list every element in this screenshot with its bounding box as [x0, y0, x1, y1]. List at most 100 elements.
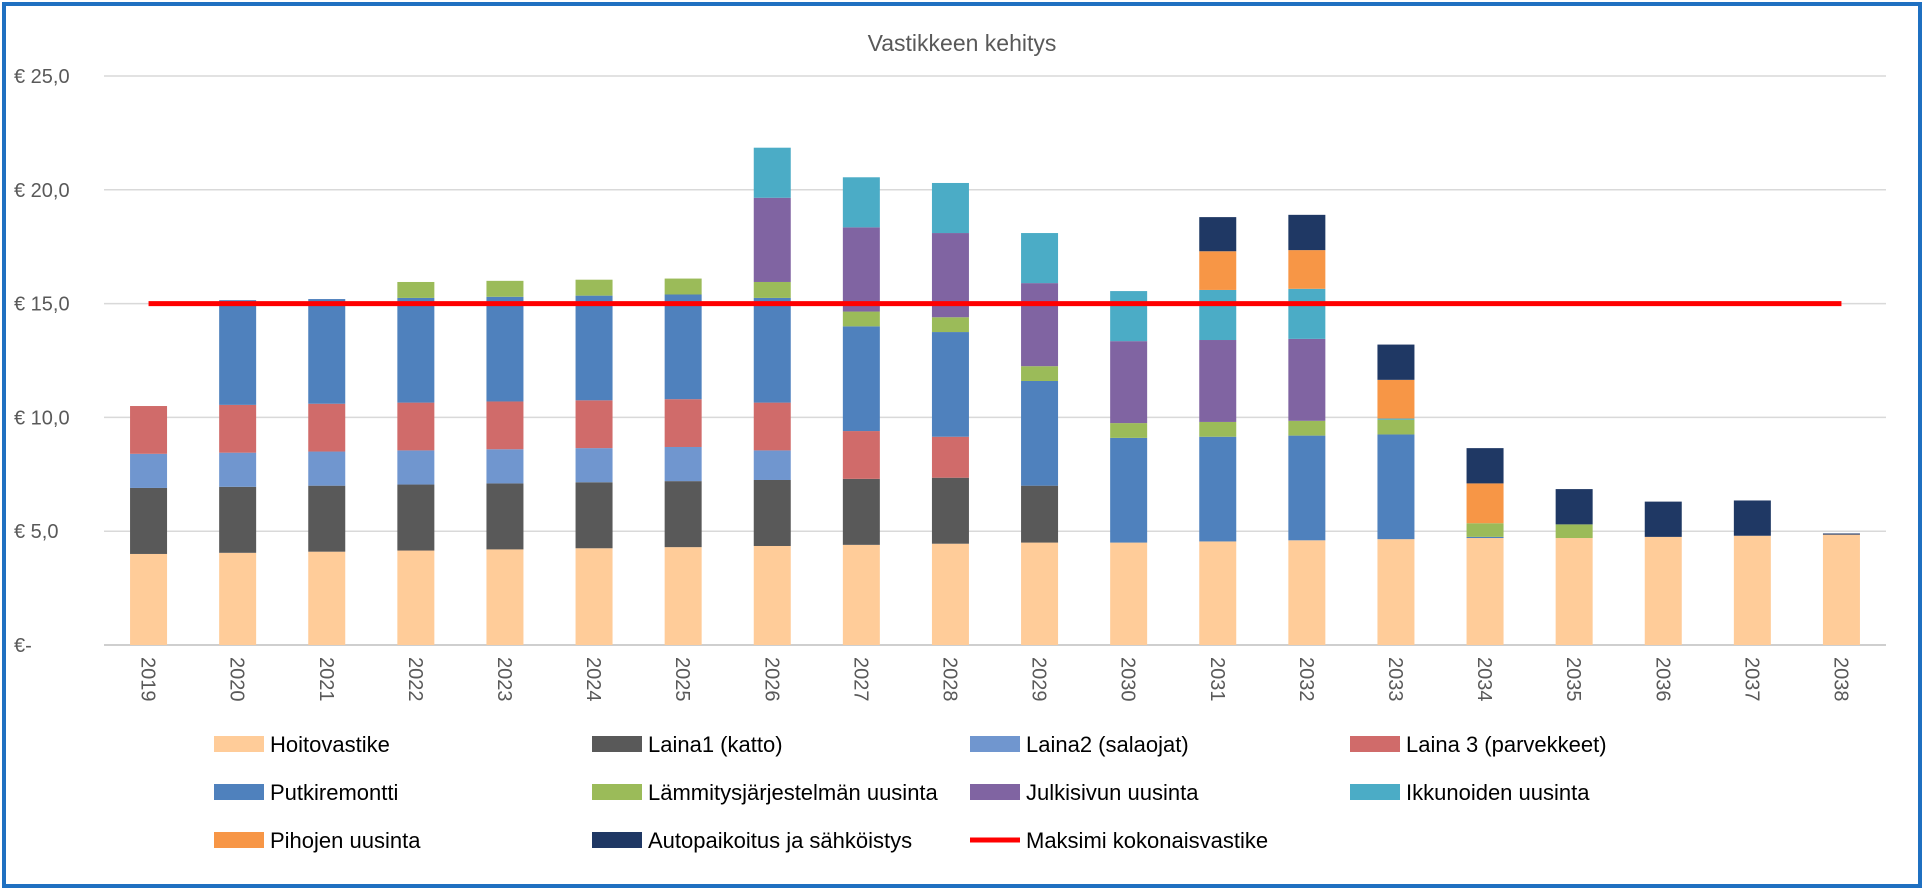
bar-segment — [664, 399, 702, 447]
bar-segment — [1021, 366, 1059, 381]
bar-segment — [219, 486, 257, 553]
legend-swatch — [592, 736, 642, 752]
legend-swatch — [1350, 736, 1400, 752]
y-tick-label: € 15,0 — [14, 294, 70, 316]
legend-label: Laina 3 (parvekkeet) — [1406, 732, 1607, 757]
bar-segment — [575, 448, 613, 483]
bar-segment — [931, 332, 969, 437]
x-tick-label: 2023 — [493, 657, 515, 702]
bar-segment — [1288, 540, 1326, 645]
bar-segment — [842, 478, 880, 545]
y-axis-ticks: €- € 5,0 € 10,0 € 15,0 € 20,0 € 25,0 — [14, 66, 70, 657]
bar-segment — [1555, 524, 1593, 539]
bar-segment — [130, 406, 168, 454]
bar-segment — [397, 281, 435, 298]
bar-segment — [486, 483, 524, 550]
x-tick-label: 2031 — [1206, 657, 1228, 702]
bar-segment — [397, 484, 435, 551]
bar-segment — [1466, 523, 1504, 537]
bar-segment — [575, 295, 613, 401]
bar-segment — [486, 296, 524, 402]
bar-segment — [1555, 538, 1593, 645]
bar-segment — [842, 326, 880, 432]
legend-label: Autopaikoitus ja sähköistys — [648, 828, 912, 853]
bar-segment — [1377, 379, 1415, 419]
bar-segment — [931, 543, 969, 645]
bar-segment — [1110, 437, 1148, 543]
bar-segment — [486, 401, 524, 450]
x-tick-label: 2020 — [226, 657, 248, 702]
bar-segment — [1288, 420, 1326, 436]
bar-segment — [219, 404, 257, 453]
bar-segment — [753, 545, 791, 645]
bar-segment — [575, 400, 613, 449]
x-tick-label: 2029 — [1028, 657, 1050, 702]
y-tick-label: €- — [14, 635, 32, 657]
bar-segment — [1199, 541, 1237, 645]
bars — [130, 147, 1860, 645]
bar-segment — [1110, 291, 1148, 342]
bar-segment — [1021, 283, 1059, 367]
bar-segment — [664, 481, 702, 548]
bar-segment — [1377, 539, 1415, 645]
legend-label: Pihojen uusinta — [270, 828, 421, 853]
bar-segment — [1199, 436, 1237, 542]
bar-segment — [1199, 289, 1237, 341]
bar-segment — [1377, 419, 1415, 435]
bar-segment — [1733, 500, 1771, 536]
bar-segment — [842, 311, 880, 327]
legend-swatch — [214, 784, 264, 800]
y-tick-label: € 25,0 — [14, 66, 70, 88]
bar-segment — [842, 431, 880, 479]
bar-segment — [1021, 542, 1059, 645]
bar-segment — [1199, 340, 1237, 422]
bar-segment — [931, 317, 969, 333]
legend-label: Ikkunoiden uusinta — [1406, 780, 1590, 805]
bar-segment — [1110, 423, 1148, 438]
bar-segment — [664, 278, 702, 295]
bar-segment — [219, 552, 257, 645]
x-tick-label: 2028 — [938, 657, 960, 702]
x-tick-label: 2021 — [315, 657, 337, 702]
bar-segment — [219, 452, 257, 487]
x-tick-label: 2024 — [582, 657, 604, 702]
bar-segment — [130, 453, 168, 488]
x-tick-label: 2035 — [1562, 657, 1584, 702]
bar-segment — [1644, 536, 1682, 645]
bar-segment — [842, 227, 880, 312]
bar-segment — [308, 485, 346, 552]
bar-segment — [1644, 501, 1682, 537]
bar-segment — [308, 451, 346, 486]
bar-segment — [1288, 250, 1326, 289]
bar-segment — [308, 403, 346, 452]
bar-segment — [308, 551, 346, 645]
bar-segment — [842, 177, 880, 228]
bar-segment — [931, 182, 969, 234]
legend-swatch — [214, 736, 264, 752]
bar-segment — [753, 147, 791, 198]
x-tick-label: 2038 — [1829, 657, 1851, 702]
bar-segment — [1199, 217, 1237, 252]
legend-label: Laina1 (katto) — [648, 732, 783, 757]
x-tick-label: 2032 — [1295, 657, 1317, 702]
legend-swatch — [970, 736, 1020, 752]
bar-segment — [486, 549, 524, 645]
y-tick-label: € 20,0 — [14, 180, 70, 202]
bar-segment — [1021, 380, 1059, 486]
bar-segment — [753, 479, 791, 546]
bar-segment — [1021, 233, 1059, 284]
x-tick-label: 2025 — [671, 657, 693, 702]
legend-label: Hoitovastike — [270, 732, 390, 757]
bar-segment — [397, 402, 435, 451]
x-tick-label: 2034 — [1473, 657, 1495, 702]
bar-segment — [1377, 418, 1415, 420]
bar-segment — [1822, 533, 1860, 535]
bar-segment — [130, 553, 168, 645]
bar-segment — [842, 544, 880, 645]
legend-label: Julkisivun uusinta — [1026, 780, 1199, 805]
bar-segment — [130, 487, 168, 554]
bar-segment — [664, 446, 702, 482]
legend-swatch — [592, 784, 642, 800]
y-tick-label: € 10,0 — [14, 407, 70, 429]
